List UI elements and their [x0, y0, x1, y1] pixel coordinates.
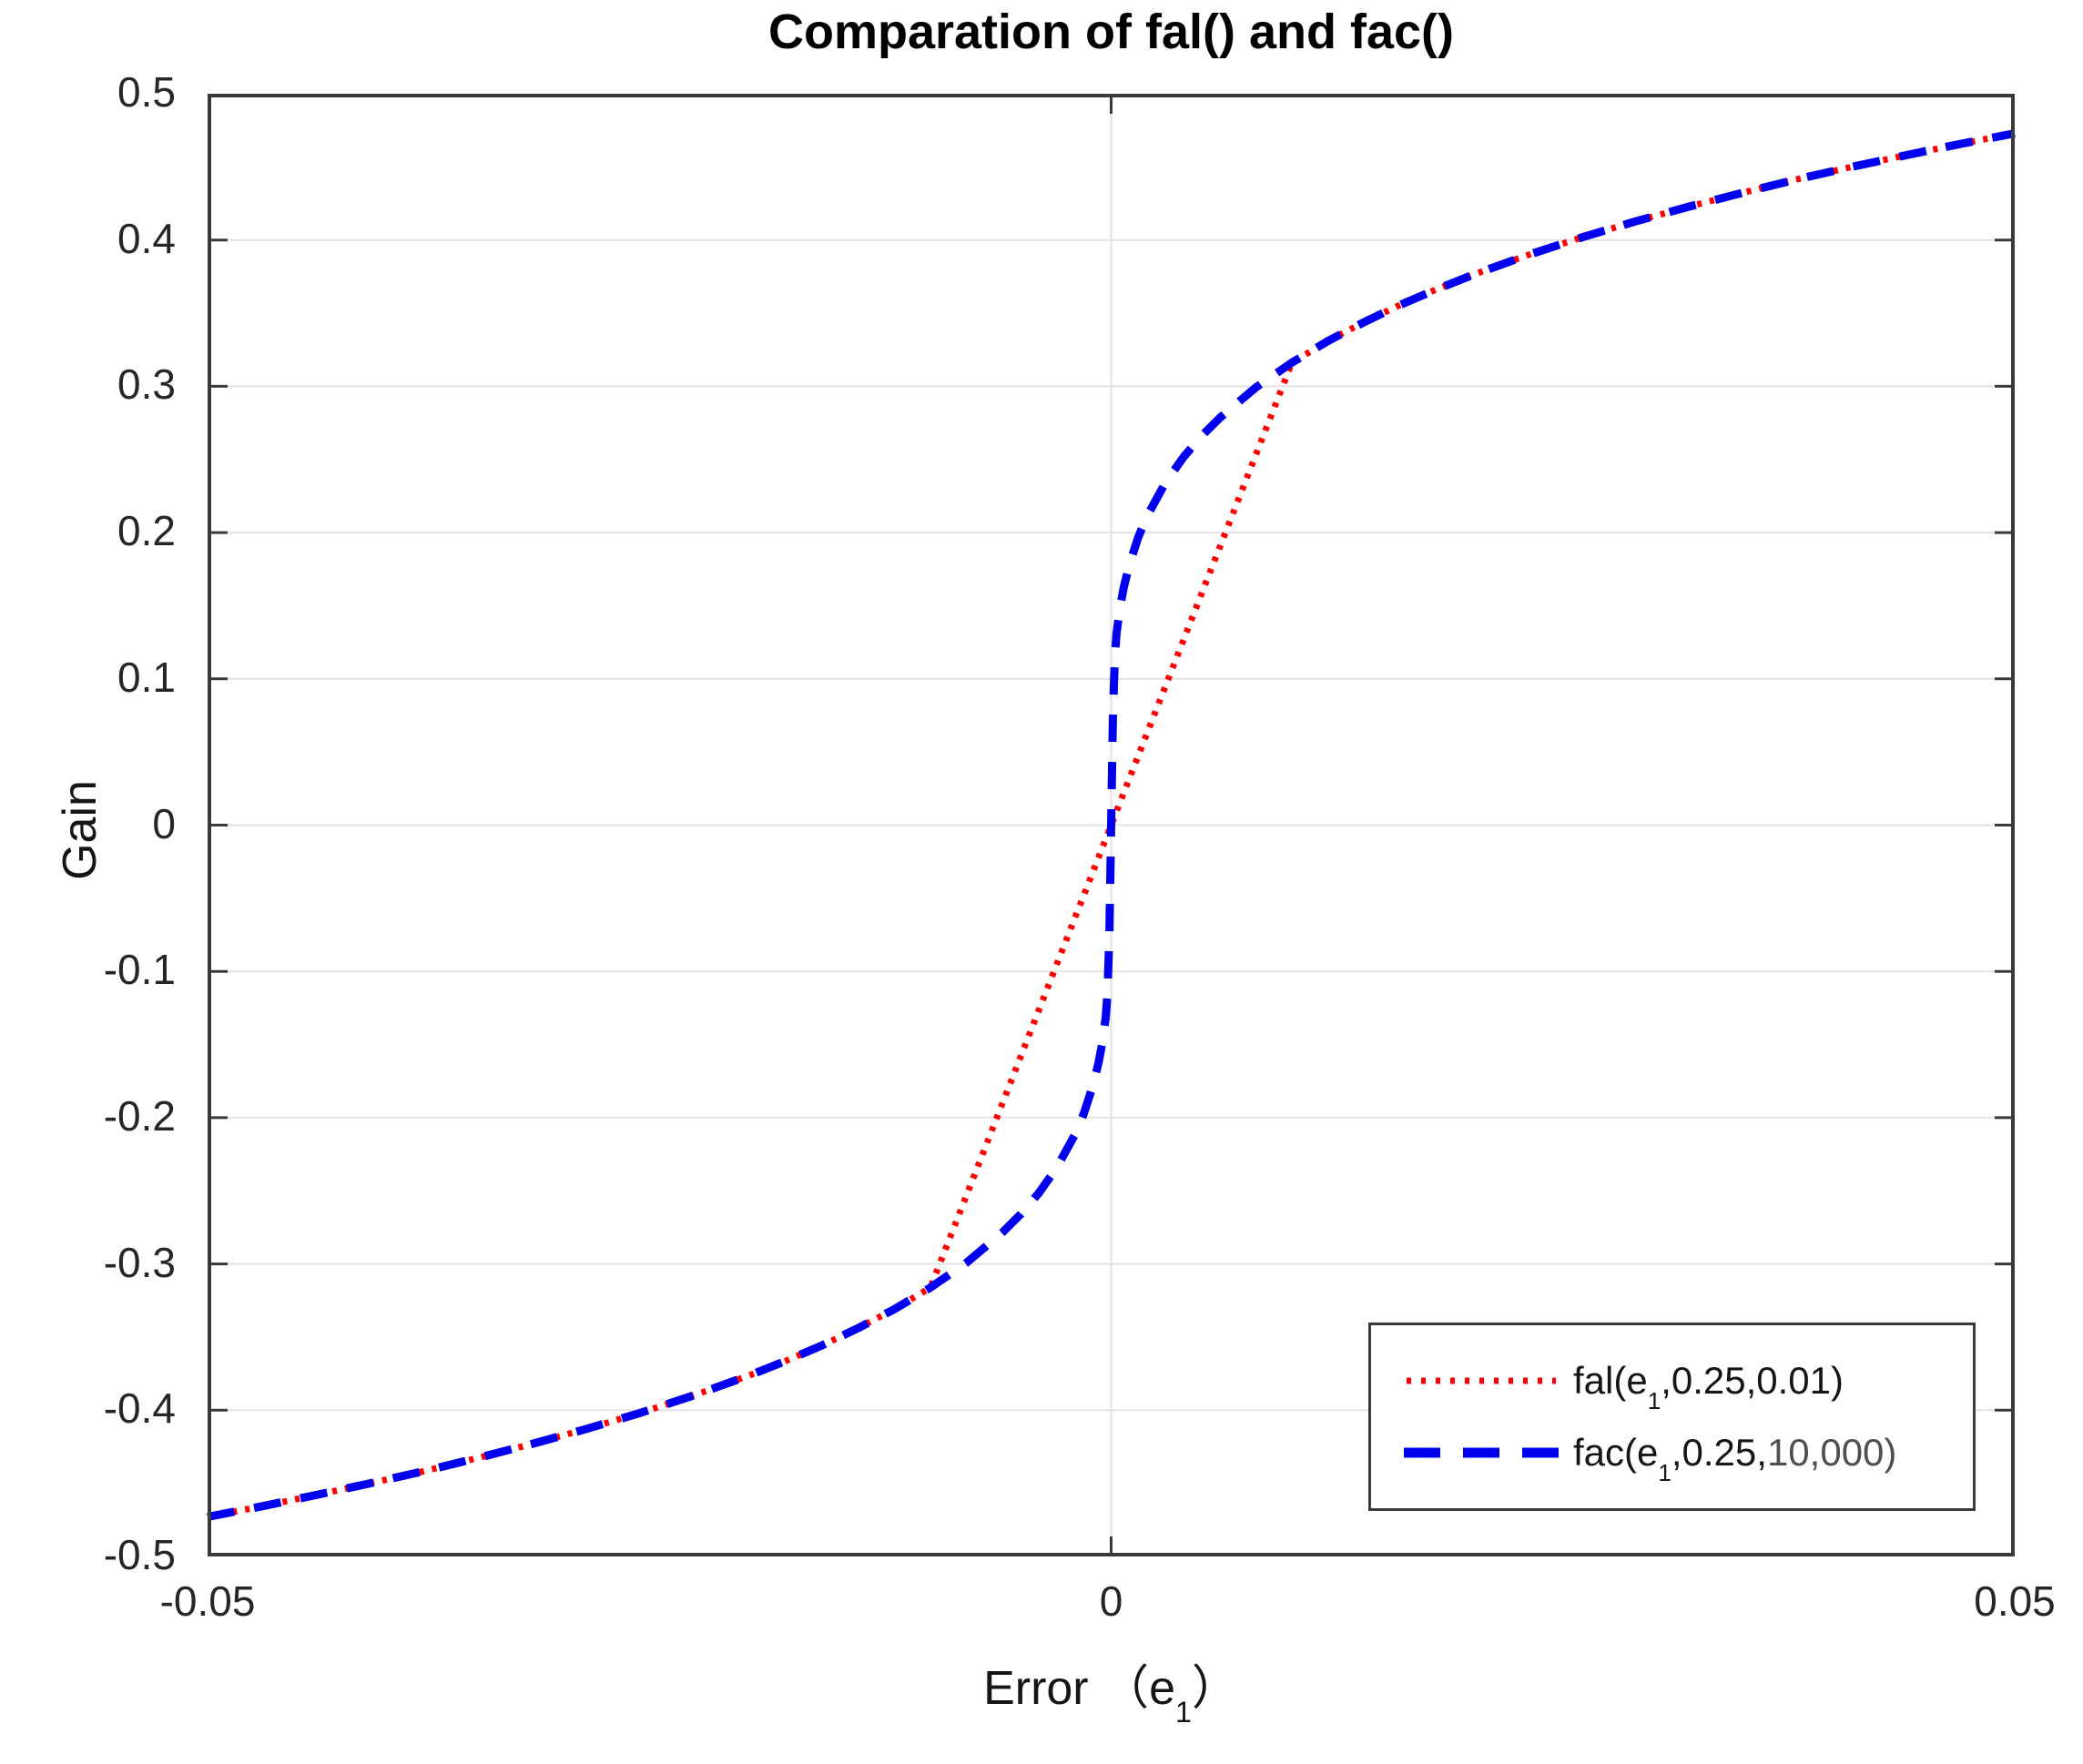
y-axis-label: Gain — [54, 780, 107, 880]
x-tick-label: -0.05 — [159, 1577, 256, 1625]
plot-border — [208, 94, 2015, 1556]
y-tick-label: -0.5 — [103, 1530, 176, 1578]
y-tick-label: 0.3 — [117, 360, 176, 409]
x-axis-label-subscript: 1 — [1174, 1696, 1192, 1729]
y-tick-label: -0.3 — [103, 1238, 176, 1286]
y-tick-label: 0.4 — [117, 214, 176, 262]
x-axis-label: Error （e1） — [208, 1649, 2015, 1728]
legend-sample-fal — [1407, 1377, 1556, 1384]
plot-area — [207, 94, 2016, 1556]
y-tick-label: 0.2 — [117, 506, 176, 554]
legend-item-fac: fac(e1,0.25,10,000) — [1404, 1431, 1973, 1486]
legend-sample-fac — [1404, 1447, 1559, 1458]
legend-label-fal: fal(e1,0.25,0.01) — [1573, 1359, 1844, 1414]
legend-item-fal: fal(e1,0.25,0.01) — [1404, 1359, 1973, 1414]
y-tick-label: 0 — [152, 799, 176, 847]
chart-title: Comparation of fal() and fac() — [768, 5, 1454, 59]
y-tick-label: -0.1 — [103, 946, 176, 994]
y-tick-label: -0.4 — [103, 1384, 176, 1433]
x-tick-label: 0.05 — [1974, 1577, 2056, 1625]
legend-label-fac: fac(e1,0.25,10,000) — [1573, 1431, 1897, 1486]
x-tick-label: 0 — [1099, 1577, 1123, 1625]
series-fac-dashed-curve — [207, 129, 2016, 1521]
x-axis-label-close: ） — [1191, 1662, 1239, 1715]
y-tick-label: 0.1 — [117, 653, 176, 701]
x-axis-label-text: Error （e — [983, 1662, 1175, 1715]
y-tick-label: 0.5 — [117, 67, 176, 116]
legend-box: fal(e1,0.25,0.01) fac(e1,0.25,10,000) — [1368, 1323, 1976, 1511]
y-tick-label: -0.2 — [103, 1091, 176, 1140]
